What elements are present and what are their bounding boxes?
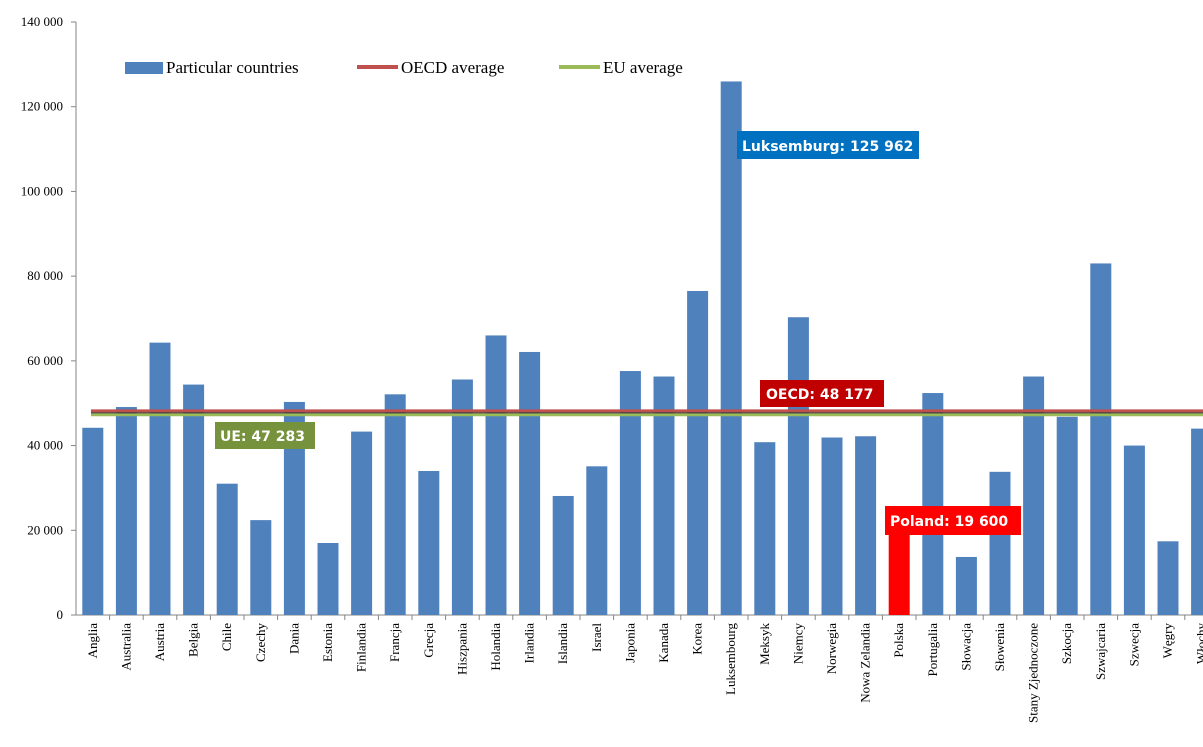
callout-luxembourg-box xyxy=(737,131,919,159)
x-tick-label: Portugalia xyxy=(925,623,940,677)
bar-korea xyxy=(687,290,709,615)
bar-niemcy xyxy=(787,317,809,615)
bar-finlandia xyxy=(351,431,373,615)
bar-norwegia xyxy=(821,437,843,615)
x-tick-label: Luksembourg xyxy=(723,623,738,695)
x-tick-label: Słowenia xyxy=(992,623,1007,672)
bar-francja xyxy=(384,394,406,615)
callout-ue-box xyxy=(215,422,315,449)
bar-szwajcaria xyxy=(1090,263,1112,615)
callout-oecd-box xyxy=(760,380,884,407)
bar-włochy xyxy=(1191,428,1203,615)
bar-słowacja xyxy=(955,556,977,615)
bar-portugalia xyxy=(922,393,944,615)
x-tick-label: Niemcy xyxy=(790,623,805,665)
bar-nowa-zelandia xyxy=(855,436,877,615)
y-tick-label: 140 000 xyxy=(21,14,63,29)
bar-belgia xyxy=(183,384,205,615)
legend-eu-label: EU average xyxy=(603,58,683,77)
x-tick-label: Hiszpania xyxy=(454,623,469,675)
bar-hiszpania xyxy=(451,379,473,615)
callout-ue: UE: 47 283 xyxy=(215,422,315,449)
callout-poland: Poland: 19 600 xyxy=(885,506,1021,535)
x-tick-label: Szwecja xyxy=(1126,623,1141,667)
bar-chile xyxy=(216,483,238,615)
x-tick-label: Estonia xyxy=(320,623,335,662)
bar-czechy xyxy=(250,520,272,615)
bar-anglia xyxy=(82,427,104,615)
bar-austria xyxy=(149,342,171,615)
bar-luksembourg xyxy=(720,81,742,616)
reference-lines xyxy=(91,409,1203,417)
callout-oecd-text: OECD: 48 177 xyxy=(766,387,873,403)
x-tick-label: Czechy xyxy=(253,623,268,662)
x-tick-label: Australia xyxy=(118,623,133,671)
callout-luxembourg-text: Luksemburg: 125 962 xyxy=(742,139,913,155)
x-tick-label: Kanada xyxy=(656,623,671,663)
bar-estonia xyxy=(317,542,339,615)
y-tick-label: 120 000 xyxy=(21,99,63,114)
x-tick-label: Islandia xyxy=(555,623,570,664)
x-tick-label: Grecja xyxy=(421,623,436,658)
callout-poland-box xyxy=(885,506,1021,535)
x-tick-label: Meksyk xyxy=(757,623,772,665)
x-tick-label: Francja xyxy=(387,623,402,662)
bar-israel xyxy=(586,466,608,615)
x-tick-label: Anglia xyxy=(85,623,100,659)
x-tick-label: Finlandia xyxy=(354,623,369,672)
bar-słowenia xyxy=(989,471,1011,615)
callout-poland-text: Poland: 19 600 xyxy=(890,514,1008,530)
bar-dania xyxy=(283,401,305,615)
y-tick-label: 100 000 xyxy=(21,183,63,198)
y-tick-label: 60 000 xyxy=(27,353,63,368)
x-tick-label: Stany Zjednoczone xyxy=(1026,623,1041,723)
x-tick-label: Polska xyxy=(891,623,906,658)
bar-irlandia xyxy=(519,351,541,615)
y-tick-label: 40 000 xyxy=(27,438,63,453)
bars xyxy=(82,81,1203,616)
bar-japonia xyxy=(619,371,641,615)
legend-bars-label: Particular countries xyxy=(166,58,299,77)
x-tick-label: Austria xyxy=(152,623,167,662)
bar-stany-zjednoczone xyxy=(1023,376,1045,615)
callout-ue-text: UE: 47 283 xyxy=(220,429,305,445)
x-tick-label: Irlandia xyxy=(522,623,537,664)
bar-australia xyxy=(115,407,137,615)
bar-grecja xyxy=(418,470,440,615)
x-tick-label: Norwegia xyxy=(824,623,839,674)
bar-meksyk xyxy=(754,442,776,615)
x-tick-label: Japonia xyxy=(622,623,637,663)
y-axis: 0 20 000 40 000 60 000 80 000 100 000 120 000 1… xyxy=(21,14,77,622)
x-axis: Anglia Australia Austria Belgia Chile Czechy D… xyxy=(76,614,1203,723)
bar-szkocja xyxy=(1056,416,1078,615)
bar-holandia xyxy=(485,335,507,615)
legend-bars-swatch xyxy=(125,62,163,74)
x-tick-label: Węgry xyxy=(1160,623,1175,659)
x-tick-label: Szwajcaria xyxy=(1093,623,1108,680)
x-tick-label: Chile xyxy=(219,623,234,651)
x-tick-label: Holandia xyxy=(488,623,503,671)
legend-oecd-label: OECD average xyxy=(401,58,504,77)
x-tick-label: Szkocja xyxy=(1059,623,1074,664)
bar-węgry xyxy=(1157,541,1179,615)
callout-oecd: OECD: 48 177 xyxy=(760,380,884,407)
bar-szwecja xyxy=(1123,445,1145,615)
x-tick-label: Włochy xyxy=(1194,623,1203,665)
x-tick-label: Belgia xyxy=(186,623,201,657)
callout-luxembourg: Luksemburg: 125 962 xyxy=(737,131,919,159)
y-tick-label: 0 xyxy=(57,607,64,622)
x-tick-label: Korea xyxy=(690,623,705,655)
y-tick-label: 20 000 xyxy=(27,522,63,537)
y-tick-label: 80 000 xyxy=(27,268,63,283)
bar-islandia xyxy=(552,495,574,615)
x-tick-label: Słowacja xyxy=(958,623,973,671)
bar-kanada xyxy=(653,376,675,615)
x-tick-label: Israel xyxy=(589,623,604,652)
legend: Particular countries OECD average EU ave… xyxy=(125,58,683,77)
bar-polska xyxy=(888,531,910,615)
x-tick-label: Dania xyxy=(286,623,301,654)
x-tick-label: Nowa Zelandia xyxy=(858,623,873,703)
